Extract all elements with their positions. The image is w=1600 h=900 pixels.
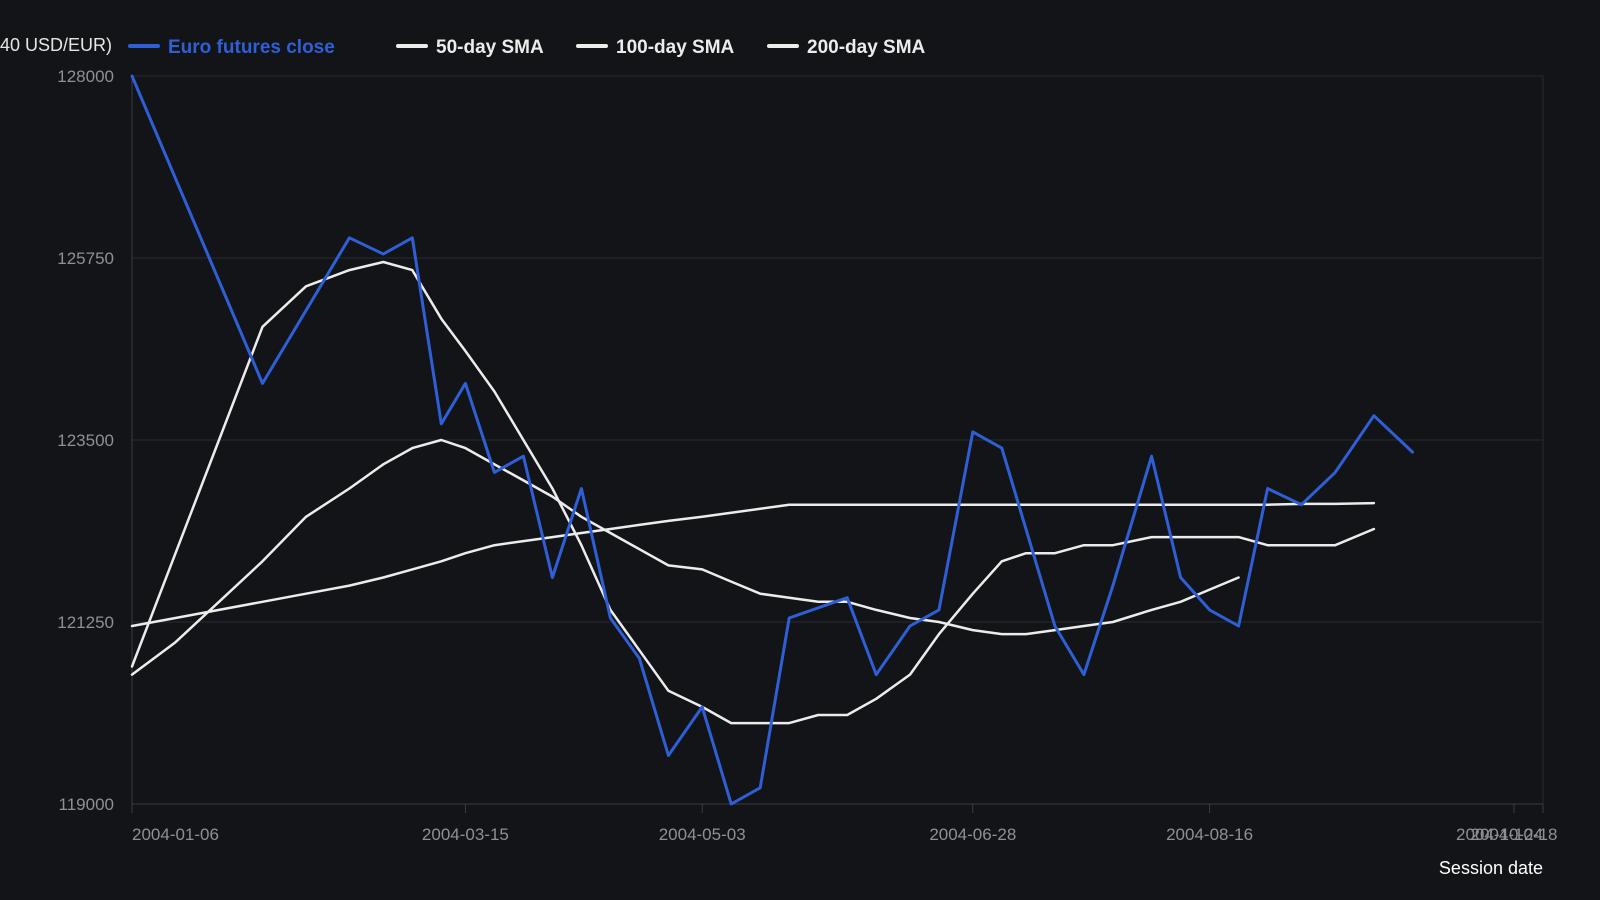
legend-label: Euro futures close <box>168 37 335 58</box>
series-layer <box>130 74 1414 806</box>
y-tick-label: 121250 <box>57 613 114 632</box>
y-tick-label: 128000 <box>57 67 114 86</box>
series-line-1 <box>130 74 1414 806</box>
series-line-2 <box>130 260 1376 725</box>
y-tick-label: 125750 <box>57 249 114 268</box>
legend-label: 100-day SMA <box>616 37 735 58</box>
y-axis-title: (×1.8640 USD/EUR) <box>0 35 112 55</box>
y-axis: 119000 121250 123500 125750 128000 <box>57 67 133 814</box>
x-axis-title: Session date <box>1439 858 1543 878</box>
x-tick-label: 2004-01-06 <box>132 825 219 844</box>
legend-label: 200-day SMA <box>807 37 926 58</box>
x-tick-label: 2004-10-18 <box>1471 825 1558 844</box>
series-line-3 <box>130 438 1240 676</box>
y-tick-label: 119000 <box>59 795 114 814</box>
x-tick-label: 2004-10-24 <box>1456 825 1543 844</box>
x-axis: 2004-01-06 2004-03-15 2004-05-03 2004-06-28… <box>131 803 1558 844</box>
grid <box>132 75 1544 805</box>
legend-label: 50-day SMA <box>436 37 544 58</box>
y-tick-label: 123500 <box>57 431 114 450</box>
x-tick-label: 2004-08-16 <box>1166 825 1253 844</box>
x-tick-label: 2004-06-28 <box>929 825 1016 844</box>
x-tick-label: 2004-05-03 <box>659 825 746 844</box>
series-line-4 <box>130 501 1376 628</box>
legend: Euro futures close 50-day SMA 100-day SMA 2… <box>128 37 926 58</box>
x-tick-label: 2004-03-15 <box>422 825 509 844</box>
